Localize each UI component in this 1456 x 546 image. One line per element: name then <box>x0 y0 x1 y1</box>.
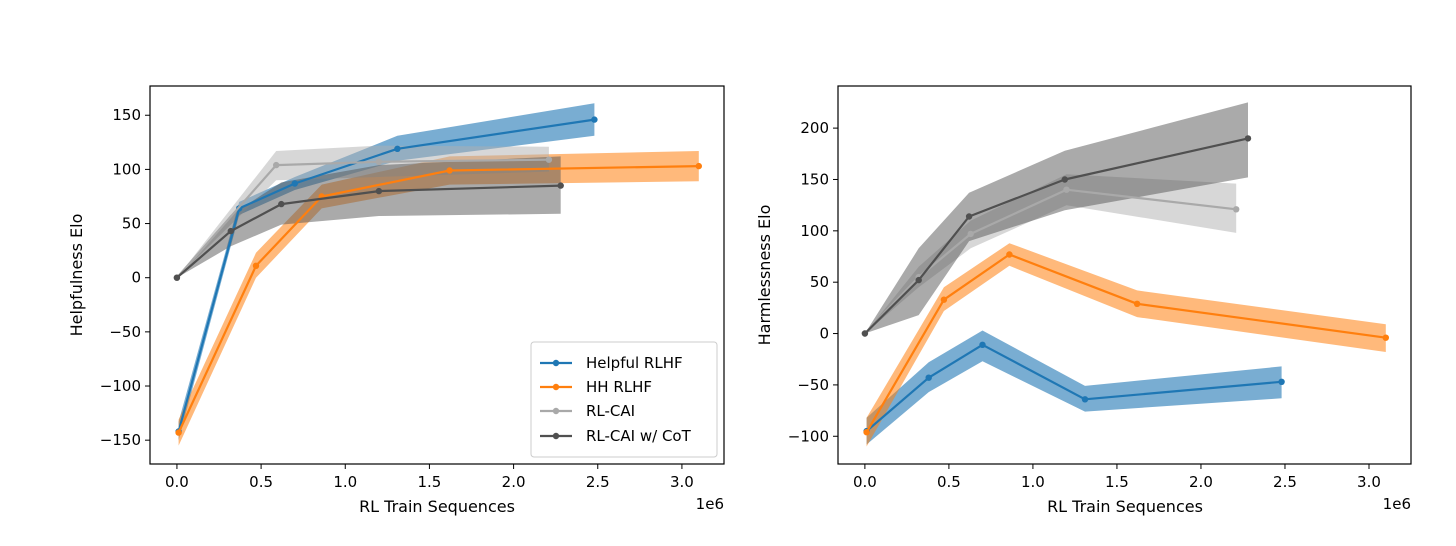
legend-marker-helpful-rlhf <box>552 359 560 367</box>
helpfulness-y-tick-label: −50 <box>109 323 141 341</box>
harmlessness-point-rl-cai-w-cot <box>861 330 869 337</box>
helpfulness-x-tick-label: 3.0 <box>670 473 694 491</box>
legend-entry-hh-rlhf: HH RLHF <box>540 378 652 396</box>
legend-box <box>530 341 718 458</box>
helpfulness-y-tick-label: 0 <box>131 269 141 287</box>
helpfulness-y-tick-label: 100 <box>112 160 141 178</box>
harmlessness-x-tick-label: 0.0 <box>853 473 877 491</box>
helpfulness-band-hh-rlhf <box>178 151 699 446</box>
harmlessness-point-rl-cai-w-cot <box>965 213 973 220</box>
harmlessness-x-offset-label: 1e6 <box>1383 495 1411 513</box>
helpfulness-x-tick-label: 1.5 <box>417 473 441 491</box>
harmlessness-point-helpful-rlhf <box>979 341 986 348</box>
harmlessness-point-rl-cai <box>967 230 974 238</box>
helpfulness-point-helpful-rlhf <box>394 145 401 152</box>
harmlessness-ticks: 0.0 0.5 1.0 1.5 2.0 2.5 3.0 −100 −50 0 50 100 150 200 <box>788 119 1381 491</box>
helpfulness-line-rl-cai <box>176 158 549 279</box>
helpfulness-x-tick-label: 0.0 <box>165 473 189 491</box>
harmlessness-band-helpful-rlhf <box>866 330 1282 445</box>
harmlessness-y-tick-label: 200 <box>800 119 829 137</box>
helpfulness-point-rl-cai-w-cot <box>173 274 181 281</box>
helpfulness-point-rl-cai <box>545 156 553 163</box>
legend-entry-rl-cai: RL-CAI <box>540 402 635 420</box>
helpfulness-x-tick-label: 2.5 <box>586 473 610 491</box>
harmlessness-point-hh-rlhf <box>1382 334 1390 341</box>
harmlessness-point-hh-rlhf <box>863 429 870 436</box>
helpfulness-point-rl-cai <box>375 158 383 165</box>
harmlessness-point-helpful-rlhf <box>925 374 932 381</box>
helpfulness-y-tick-label: 150 <box>112 106 141 124</box>
legend-entry-helpful-rlhf: Helpful RLHF <box>540 354 683 372</box>
legend: Helpful RLHF HH RLHF RL-CAI RL-CAI w/ Co… <box>530 341 718 458</box>
harmlessness-x-tick-label: 3.0 <box>1357 473 1381 491</box>
helpfulness-y-tick-label: −150 <box>100 431 141 449</box>
helpfulness-y-tick-label: 50 <box>122 215 141 233</box>
harmlessness-chart: 0.0 0.5 1.0 1.5 2.0 2.5 3.0 −100 −50 0 50 100 150 200… <box>755 85 1412 516</box>
harmlessness-plot-area <box>861 102 1390 447</box>
harmlessness-x-tick-label: 2.0 <box>1189 473 1213 491</box>
helpfulness-y-axis-label: Helpfulness Elo <box>67 214 86 337</box>
helpfulness-x-tick-label: 1.0 <box>333 473 357 491</box>
helpfulness-x-offset-label: 1e6 <box>696 495 724 513</box>
harmlessness-point-rl-cai <box>1233 206 1240 213</box>
helpfulness-point-hh-rlhf <box>446 167 453 174</box>
helpfulness-point-hh-rlhf <box>175 429 182 436</box>
helpfulness-point-rl-cai-w-cot <box>227 227 234 235</box>
legend-label-hh-rlhf: HH RLHF <box>586 378 652 396</box>
legend-label-helpful-rlhf: Helpful RLHF <box>586 354 683 372</box>
helpfulness-point-rl-cai-w-cot <box>375 187 383 195</box>
legend-marker-rl-cai-cot <box>552 432 560 440</box>
helpfulness-point-rl-cai <box>273 161 280 169</box>
harmlessness-point-helpful-rlhf <box>1081 396 1089 403</box>
harmlessness-y-tick-label: −100 <box>788 427 829 445</box>
harmlessness-x-tick-label: 0.5 <box>937 473 961 491</box>
harmlessness-x-tick-label: 1.5 <box>1105 473 1129 491</box>
harmlessness-axes-frame <box>837 85 1412 465</box>
harmlessness-x-tick-label: 2.5 <box>1273 473 1297 491</box>
harmlessness-point-rl-cai <box>1063 186 1070 193</box>
harmlessness-point-helpful-rlhf <box>1278 378 1285 385</box>
harmlessness-y-tick-label: −50 <box>797 376 829 394</box>
helpfulness-point-rl-cai-w-cot <box>278 200 285 208</box>
harmlessness-y-tick-label: 50 <box>810 273 829 291</box>
harmlessness-x-tick-label: 1.0 <box>1021 473 1045 491</box>
helpfulness-point-helpful-rlhf <box>291 180 298 187</box>
harmlessness-point-hh-rlhf <box>1133 300 1141 307</box>
harmlessness-point-rl-cai-w-cot <box>1061 176 1069 183</box>
helpfulness-plot-area <box>173 103 702 446</box>
helpfulness-x-axis-label: RL Train Sequences <box>359 497 515 516</box>
harmlessness-y-tick-label: 150 <box>800 170 829 188</box>
legend-label-rl-cai: RL-CAI <box>586 402 635 420</box>
helpfulness-axes-frame <box>149 85 725 465</box>
helpfulness-y-tick-label: −100 <box>100 377 141 395</box>
harmlessness-band-rl-cai <box>864 174 1237 334</box>
harmlessness-point-hh-rlhf <box>1006 251 1013 258</box>
helpfulness-chart: 0.0 0.5 1.0 1.5 2.0 2.5 3.0 −150 −100 −50 0 50 100 15… <box>67 85 725 516</box>
helpfulness-point-rl-cai-w-cot <box>557 182 564 189</box>
helpfulness-x-tick-label: 0.5 <box>249 473 273 491</box>
harmlessness-point-rl-cai-w-cot <box>1244 135 1252 142</box>
helpfulness-band-rl-cai <box>176 145 549 278</box>
helpfulness-ticks: 0.0 0.5 1.0 1.5 2.0 2.5 3.0 −150 −100 −50 0 50 100 15… <box>100 106 694 491</box>
harmlessness-y-axis-label: Harmlessness Elo <box>755 205 774 346</box>
legend-marker-rl-cai <box>552 407 560 415</box>
harmlessness-point-rl-cai-w-cot <box>915 276 922 284</box>
harmlessness-y-tick-label: 0 <box>819 325 829 343</box>
legend-marker-hh-rlhf <box>552 383 560 391</box>
harmlessness-point-hh-rlhf <box>940 296 948 303</box>
legend-entry-rl-cai-cot: RL-CAI w/ CoT <box>540 427 692 445</box>
harmlessness-x-axis-label: RL Train Sequences <box>1047 497 1203 516</box>
helpfulness-x-tick-label: 2.0 <box>502 473 526 491</box>
harmlessness-y-tick-label: 100 <box>800 222 829 240</box>
helpfulness-point-helpful-rlhf <box>591 116 598 123</box>
legend-label-rl-cai-cot: RL-CAI w/ CoT <box>586 427 692 445</box>
helpfulness-band-rl-cai-w-cot <box>176 156 561 278</box>
helpfulness-point-hh-rlhf <box>252 262 260 269</box>
helpfulness-point-hh-rlhf <box>695 162 702 170</box>
